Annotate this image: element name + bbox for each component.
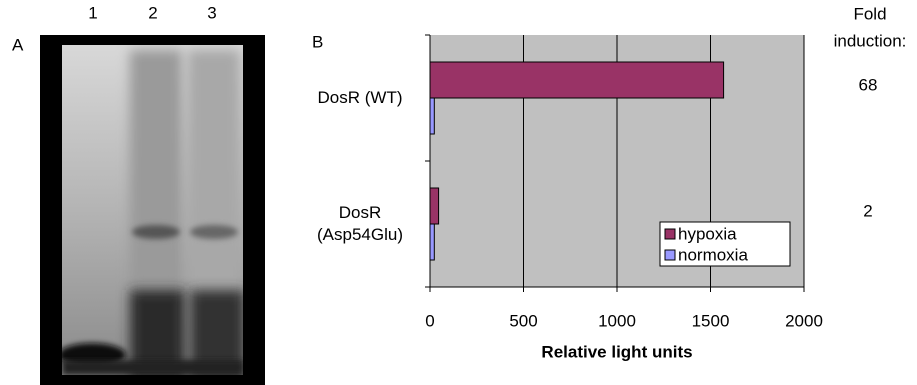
- panel-label: A: [12, 35, 24, 54]
- gel-image: [40, 35, 265, 385]
- lane-label: 3: [207, 3, 216, 22]
- x-tick-label: 0: [425, 311, 434, 330]
- bar: [430, 224, 434, 260]
- bar: [430, 98, 434, 134]
- x-tick-label: 1500: [692, 311, 730, 330]
- fold-induction-title: Fold: [853, 4, 886, 23]
- lane-label: 1: [88, 3, 97, 22]
- bar: [430, 62, 724, 98]
- y-tick-label: DosR (Asp54Glu): [305, 202, 415, 246]
- lane-label: 2: [148, 3, 157, 22]
- chart: A 1 2 3 B 0 500 1000 1500 2000 Relative light uni…: [0, 0, 917, 385]
- x-tick-label: 1000: [598, 311, 636, 330]
- fold-induction-title: induction:: [834, 31, 907, 50]
- bar: [430, 188, 439, 224]
- fold-induction-value: 68: [859, 75, 878, 94]
- legend-swatch: [665, 229, 675, 239]
- legend-label: hypoxia: [678, 224, 737, 243]
- legend-swatch: [665, 250, 675, 260]
- fold-induction-value: 2: [863, 201, 872, 220]
- x-tick-label: 2000: [785, 311, 823, 330]
- figure: A 1 2 3 B 0 500 1000 1500 2000 Relative light uni…: [0, 0, 917, 385]
- x-axis-title: Relative light units: [541, 342, 692, 361]
- y-tick-label: DosR (WT): [305, 87, 415, 109]
- panel-label: B: [312, 32, 323, 51]
- legend-label: normoxia: [678, 245, 748, 264]
- x-tick-label: 500: [509, 311, 537, 330]
